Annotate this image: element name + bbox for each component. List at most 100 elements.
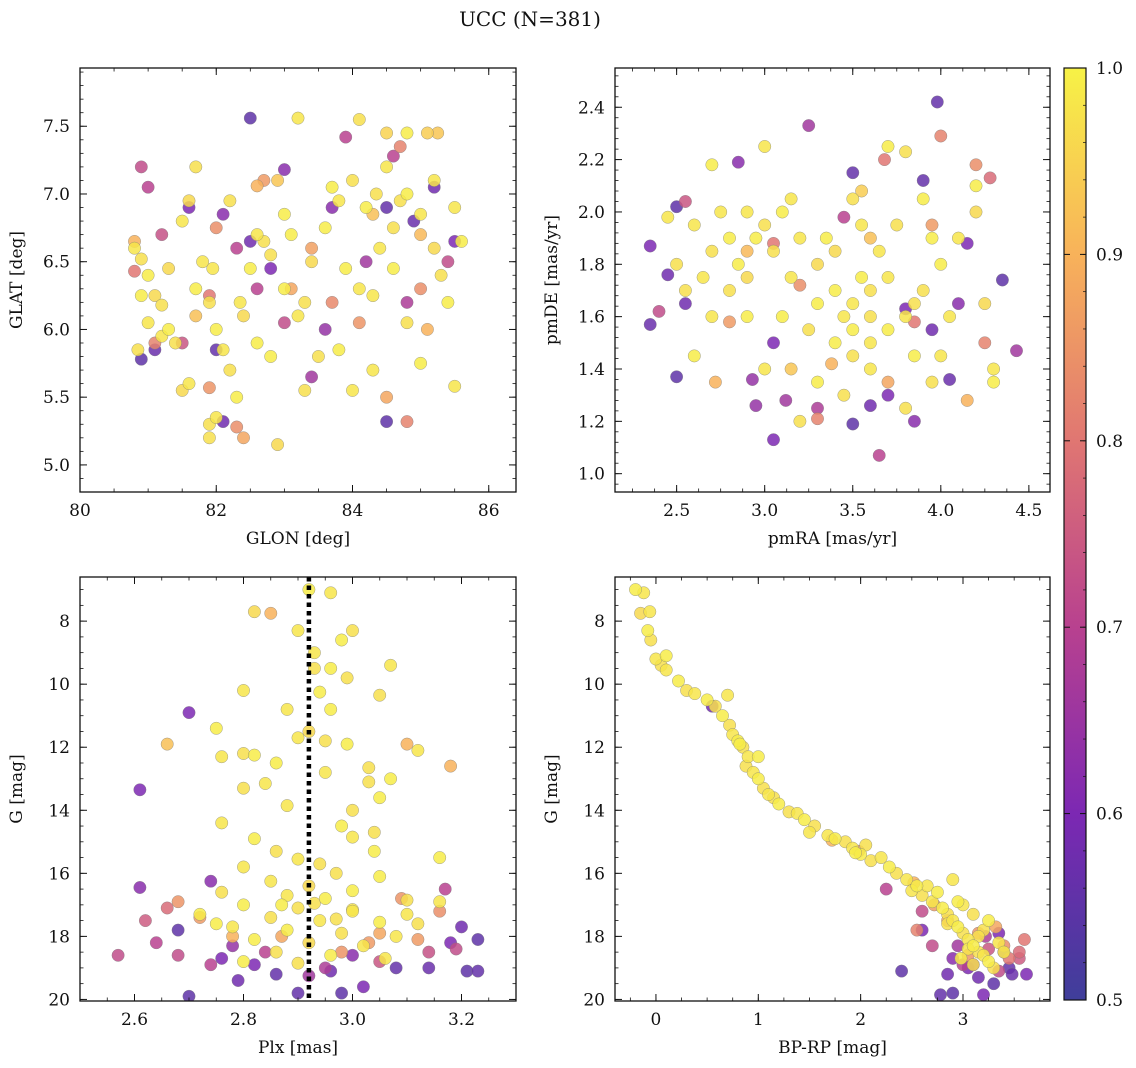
data-point xyxy=(881,140,895,153)
data-point xyxy=(307,661,321,675)
data-point xyxy=(422,945,436,959)
data-point xyxy=(247,832,261,846)
data-point xyxy=(449,942,463,956)
data-point xyxy=(209,917,223,931)
data-point xyxy=(716,709,729,723)
data-point xyxy=(471,964,485,978)
data-point xyxy=(946,873,960,887)
data-point xyxy=(313,685,327,699)
data-point xyxy=(837,310,851,324)
data-point xyxy=(907,297,921,311)
data-point xyxy=(237,684,250,697)
data-point xyxy=(339,262,353,275)
data-point xyxy=(758,140,772,153)
data-point xyxy=(243,262,257,275)
data-point xyxy=(182,194,196,208)
data-point xyxy=(708,375,722,389)
y-tick-label: 12 xyxy=(583,738,605,758)
data-point xyxy=(951,920,965,934)
data-point xyxy=(162,262,176,275)
data-point xyxy=(1017,933,1031,946)
data-point xyxy=(797,813,811,827)
data-point xyxy=(280,702,294,716)
data-point xyxy=(874,851,888,865)
data-point xyxy=(247,933,261,946)
data-point xyxy=(160,737,174,751)
colorbar-tick-label: 0.9 xyxy=(1096,245,1123,265)
data-point xyxy=(269,844,283,858)
colorbar-tick-label: 0.7 xyxy=(1096,618,1123,638)
data-point xyxy=(369,187,383,201)
data-point xyxy=(209,721,223,735)
data-point xyxy=(182,989,196,1001)
data-point xyxy=(740,205,754,219)
data-point xyxy=(643,318,657,331)
data-point xyxy=(215,750,229,764)
data-point xyxy=(247,748,261,762)
data-point xyxy=(793,414,807,428)
data-point xyxy=(346,830,359,844)
data-point xyxy=(264,350,278,363)
x-tick-label: 4.0 xyxy=(927,501,954,521)
data-point xyxy=(182,706,196,720)
data-point xyxy=(740,244,754,258)
data-point xyxy=(250,179,264,193)
data-point xyxy=(872,244,886,258)
y-tick-label: 1.4 xyxy=(578,360,605,380)
data-point xyxy=(223,194,237,208)
data-point xyxy=(400,415,414,429)
data-point xyxy=(277,316,291,330)
panel-pmra-pmde: 2.5 3.0 3.5 4.0 4.5 1.0 1.2 1.4 1.6 1.8 2.0 2.2 2.4 p… xyxy=(542,67,1051,549)
data-point xyxy=(444,759,458,773)
data-point xyxy=(400,893,414,907)
data-point xyxy=(324,586,338,600)
data-point xyxy=(298,383,312,397)
points-pmra-pmde xyxy=(643,95,1023,462)
x-tick-label: 2.5 xyxy=(663,501,690,521)
data-point xyxy=(700,693,714,707)
data-point xyxy=(384,772,398,786)
data-point xyxy=(162,322,176,336)
data-point xyxy=(966,907,980,921)
data-point xyxy=(969,205,983,219)
data-point xyxy=(313,914,327,928)
data-point xyxy=(204,874,218,888)
data-point xyxy=(925,323,939,337)
data-point xyxy=(133,881,147,894)
data-point xyxy=(356,939,370,953)
data-point xyxy=(966,939,980,953)
data-point xyxy=(643,605,657,619)
panel-glon-glat: 80 82 84 86 5.0 5.5 6.0 6.5 7.0 7.5 GLON [deg] GLAT… xyxy=(7,67,517,549)
data-point xyxy=(723,231,736,245)
data-point xyxy=(997,945,1011,959)
y-tick-label: 1.6 xyxy=(578,308,605,328)
data-point xyxy=(346,624,359,638)
data-point xyxy=(882,860,896,874)
data-point xyxy=(269,967,283,981)
data-point xyxy=(925,218,939,232)
y-tick-label: 18 xyxy=(583,927,605,947)
data-point xyxy=(971,970,985,984)
data-point xyxy=(879,882,893,896)
data-point xyxy=(237,747,250,760)
data-point xyxy=(325,295,339,309)
data-point xyxy=(687,349,701,363)
data-point xyxy=(659,649,673,663)
data-point xyxy=(872,448,886,462)
x-tick-label: 1 xyxy=(753,1010,764,1030)
data-point xyxy=(400,907,414,921)
data-point xyxy=(277,282,291,296)
x-tick-label: 86 xyxy=(478,501,500,521)
data-point xyxy=(916,192,930,206)
data-point xyxy=(206,262,220,275)
data-point xyxy=(629,583,642,597)
data-point xyxy=(138,914,152,928)
x-tick-label: 82 xyxy=(205,501,227,521)
data-point xyxy=(895,964,909,978)
data-point xyxy=(941,967,955,981)
data-point xyxy=(250,336,264,350)
data-point xyxy=(346,904,359,918)
data-point xyxy=(258,945,272,959)
x-tick-label: 2.8 xyxy=(230,1010,257,1030)
